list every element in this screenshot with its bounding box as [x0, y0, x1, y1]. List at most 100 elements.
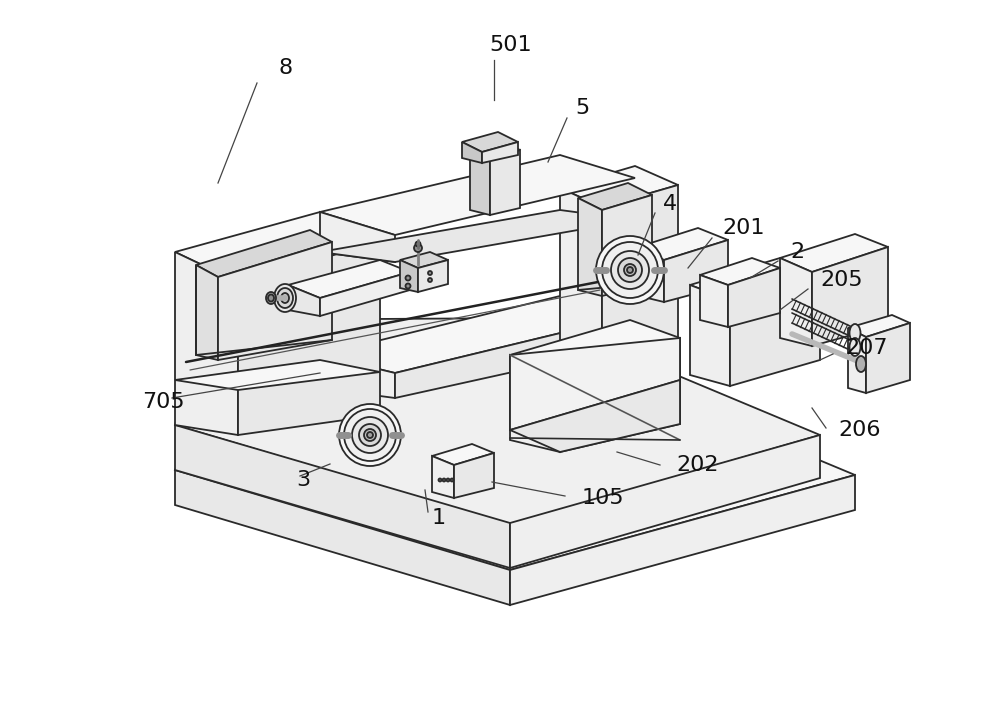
Ellipse shape: [274, 284, 296, 312]
Polygon shape: [560, 338, 680, 452]
Ellipse shape: [414, 244, 422, 252]
Polygon shape: [418, 260, 448, 292]
Polygon shape: [432, 444, 494, 465]
Text: 501: 501: [489, 35, 532, 55]
Ellipse shape: [442, 478, 446, 481]
Text: 201: 201: [722, 218, 765, 238]
Polygon shape: [866, 323, 910, 393]
Polygon shape: [175, 360, 380, 390]
Polygon shape: [690, 258, 820, 300]
Ellipse shape: [281, 293, 289, 303]
Polygon shape: [175, 252, 238, 435]
Polygon shape: [635, 248, 664, 302]
Ellipse shape: [627, 267, 633, 273]
Polygon shape: [175, 470, 510, 605]
Ellipse shape: [406, 275, 411, 280]
Ellipse shape: [359, 424, 381, 446]
Polygon shape: [700, 258, 780, 285]
Text: 5: 5: [575, 98, 589, 118]
Ellipse shape: [618, 258, 642, 282]
Polygon shape: [470, 140, 520, 160]
Polygon shape: [470, 150, 490, 215]
Polygon shape: [400, 252, 448, 268]
Ellipse shape: [428, 271, 432, 275]
Polygon shape: [218, 242, 332, 360]
Ellipse shape: [850, 338, 860, 356]
Ellipse shape: [624, 264, 636, 276]
Ellipse shape: [416, 242, 420, 247]
Polygon shape: [602, 195, 652, 296]
Polygon shape: [288, 260, 410, 298]
Polygon shape: [320, 272, 410, 316]
Text: 3: 3: [296, 470, 310, 490]
Ellipse shape: [450, 478, 454, 481]
Polygon shape: [510, 320, 680, 374]
Polygon shape: [730, 273, 820, 386]
Polygon shape: [196, 265, 218, 360]
Polygon shape: [462, 142, 482, 163]
Polygon shape: [175, 318, 820, 525]
Ellipse shape: [856, 356, 866, 372]
Text: 202: 202: [676, 455, 718, 475]
Polygon shape: [510, 380, 680, 452]
Text: 2: 2: [790, 242, 804, 262]
Text: 1: 1: [432, 508, 446, 528]
Polygon shape: [320, 355, 395, 398]
Ellipse shape: [602, 242, 658, 298]
Text: 105: 105: [582, 488, 625, 508]
Polygon shape: [578, 183, 652, 210]
Ellipse shape: [352, 417, 388, 453]
Ellipse shape: [367, 432, 373, 438]
Polygon shape: [490, 150, 520, 215]
Polygon shape: [400, 260, 418, 292]
Polygon shape: [510, 475, 855, 605]
Text: 205: 205: [820, 270, 863, 290]
Polygon shape: [510, 338, 680, 430]
Polygon shape: [510, 435, 820, 568]
Ellipse shape: [850, 324, 860, 342]
Polygon shape: [395, 315, 635, 398]
Polygon shape: [560, 188, 602, 360]
Text: 4: 4: [663, 194, 677, 214]
Ellipse shape: [438, 478, 442, 481]
Polygon shape: [848, 315, 910, 337]
Polygon shape: [728, 268, 780, 327]
Ellipse shape: [596, 236, 664, 304]
Polygon shape: [560, 166, 678, 207]
Text: 8: 8: [278, 58, 292, 78]
Polygon shape: [635, 228, 728, 260]
Polygon shape: [320, 296, 635, 373]
Ellipse shape: [428, 278, 432, 282]
Polygon shape: [664, 240, 728, 302]
Polygon shape: [238, 242, 380, 435]
Text: 207: 207: [845, 338, 888, 358]
Polygon shape: [462, 132, 518, 152]
Polygon shape: [482, 142, 518, 163]
Ellipse shape: [406, 284, 411, 289]
Polygon shape: [320, 210, 635, 262]
Ellipse shape: [446, 478, 450, 481]
Polygon shape: [578, 198, 602, 296]
Ellipse shape: [268, 294, 274, 302]
Ellipse shape: [344, 409, 396, 461]
Polygon shape: [175, 425, 510, 568]
Ellipse shape: [266, 292, 276, 304]
Polygon shape: [196, 230, 332, 277]
Polygon shape: [780, 258, 812, 346]
Polygon shape: [700, 275, 728, 327]
Ellipse shape: [364, 429, 376, 441]
Polygon shape: [320, 212, 395, 262]
Polygon shape: [602, 185, 678, 360]
Polygon shape: [288, 285, 320, 316]
Polygon shape: [320, 155, 635, 235]
Polygon shape: [175, 352, 855, 570]
Polygon shape: [454, 453, 494, 498]
Polygon shape: [780, 234, 888, 272]
Ellipse shape: [277, 288, 293, 308]
Polygon shape: [432, 456, 454, 498]
Ellipse shape: [611, 251, 649, 289]
Ellipse shape: [339, 404, 401, 466]
Polygon shape: [510, 355, 560, 452]
Polygon shape: [175, 212, 380, 282]
Polygon shape: [812, 247, 888, 346]
